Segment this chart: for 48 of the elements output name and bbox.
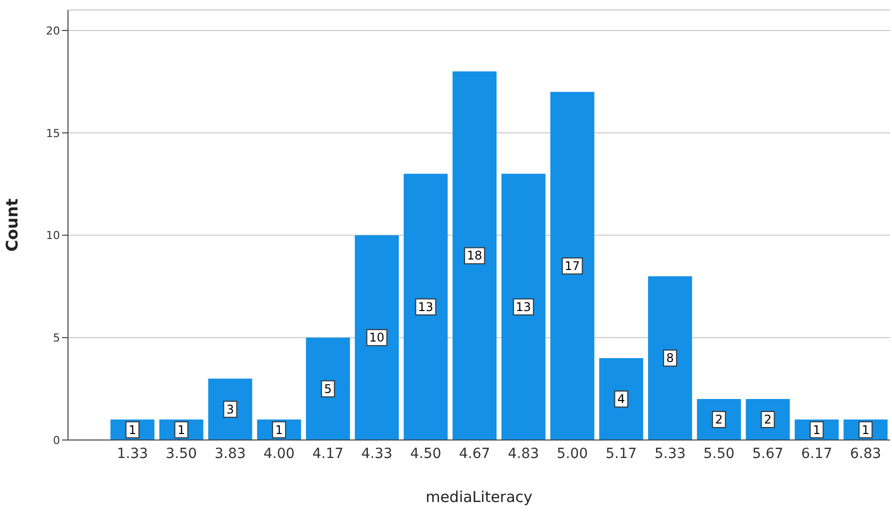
x-tick-label: 4.00	[263, 446, 295, 462]
data-label: 1	[128, 422, 136, 437]
y-tick-label: 20	[46, 24, 60, 38]
data-label: 8	[666, 351, 674, 366]
y-tick-label: 5	[53, 332, 60, 345]
bar	[648, 276, 692, 440]
bar	[306, 338, 350, 440]
x-tick-label: 5.33	[654, 446, 686, 462]
data-label: 2	[764, 412, 772, 427]
x-tick-label: 5.67	[752, 446, 784, 462]
x-tick-label: 4.17	[312, 446, 344, 462]
data-label: 13	[516, 300, 532, 314]
x-tick-label: 4.83	[508, 446, 540, 462]
x-tick-label: 6.83	[850, 446, 882, 462]
data-label: 2	[715, 412, 723, 427]
data-label: 1	[812, 422, 821, 437]
x-tick-label: 4.67	[458, 446, 490, 462]
data-label: 10	[369, 330, 384, 345]
data-label: 18	[466, 248, 482, 263]
data-label: 4	[617, 392, 626, 406]
x-axis-title: mediaLiteracy	[426, 488, 533, 506]
x-tick-label: 5.00	[556, 446, 588, 462]
x-tick-label: 1.33	[116, 446, 148, 462]
y-tick-label: 15	[46, 126, 60, 140]
bar	[208, 378, 252, 440]
bar	[452, 71, 497, 440]
bar	[550, 92, 594, 440]
bar	[354, 235, 399, 440]
data-label: 5	[324, 382, 332, 396]
bar	[501, 174, 546, 440]
x-tick-label: 5.50	[703, 446, 735, 462]
x-tick-label: 3.50	[166, 446, 197, 462]
y-tick-label: 0	[53, 434, 60, 447]
x-tick-label: 4.50	[410, 446, 442, 462]
data-label: 17	[564, 258, 580, 273]
x-tick-label: 4.33	[361, 446, 392, 462]
y-axis-title: Count	[2, 198, 22, 252]
bar	[599, 358, 644, 440]
x-tick-label: 3.83	[214, 446, 246, 462]
x-tick-label: 6.17	[801, 446, 832, 462]
bar	[404, 174, 448, 440]
y-tick-label: 10	[46, 229, 60, 242]
x-tick-label: 5.17	[606, 446, 637, 462]
data-label: 1	[862, 422, 870, 437]
data-label: 1	[178, 422, 186, 437]
data-label: 1	[275, 422, 283, 437]
data-label: 13	[418, 300, 434, 314]
data-label: 3	[226, 402, 234, 416]
